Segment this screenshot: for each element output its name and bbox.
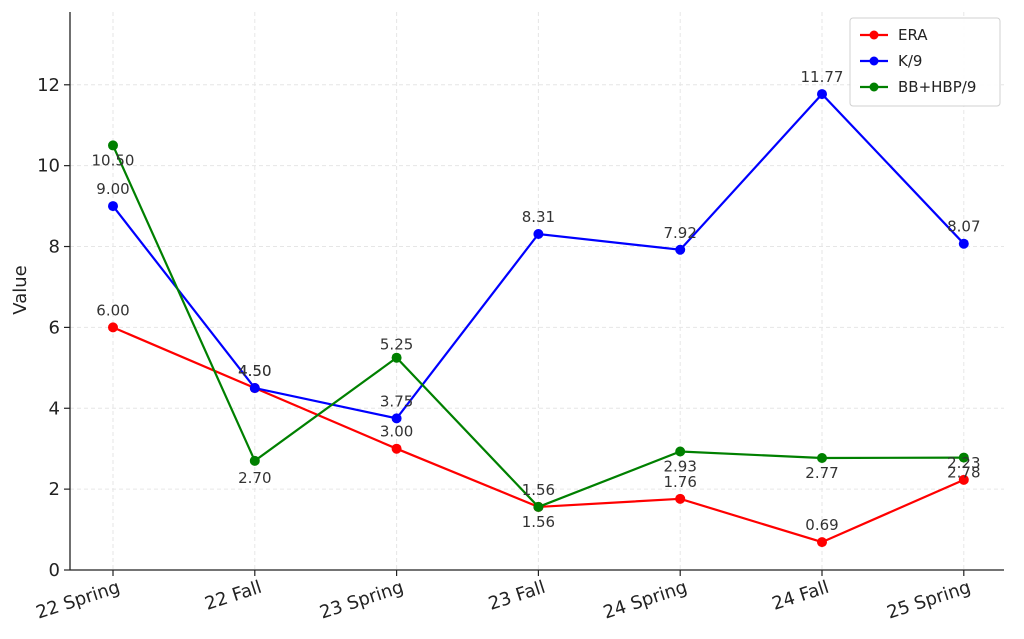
legend-label: ERA: [898, 26, 928, 44]
x-tick-label: 24 Fall: [770, 577, 832, 615]
data-label: 4.50: [238, 362, 271, 380]
data-point: [108, 201, 118, 212]
data-label: 11.77: [801, 68, 844, 86]
series-line-bb-hbp-9: [111, 144, 964, 509]
data-label: 2.78: [947, 464, 980, 482]
data-point: [958, 474, 969, 485]
data-label: 2.23: [947, 454, 980, 472]
y-tick-label: 10: [37, 156, 60, 177]
data-label: 3.75: [380, 392, 413, 410]
data-point: [675, 493, 686, 504]
x-tick-label: 25 Spring: [884, 577, 973, 624]
grid: [70, 12, 1004, 571]
data-label: 9.00: [96, 180, 129, 198]
legend-marker: [869, 56, 879, 66]
data-label: 2.93: [663, 458, 696, 476]
data-point: [533, 501, 544, 512]
data-point: [108, 140, 118, 151]
data-label: 8.31: [522, 208, 555, 226]
data-point: [817, 452, 827, 463]
y-tick-label: 6: [49, 317, 60, 338]
data-label: 5.25: [380, 336, 413, 354]
x-tick-label: 23 Fall: [486, 577, 548, 615]
data-label: 7.92: [663, 224, 696, 242]
data-label: 3.00: [380, 423, 413, 441]
x-tick-label: 22 Fall: [202, 577, 264, 615]
data-point: [391, 443, 402, 454]
data-label: 1.56: [522, 481, 555, 499]
data-label: 2.70: [238, 469, 271, 487]
data-label: 1.56: [522, 513, 555, 531]
data-label: 4.50: [238, 362, 271, 380]
series-lines: [108, 89, 969, 548]
y-tick-label: 12: [37, 75, 60, 96]
legend-box: [849, 17, 1001, 107]
data-point: [958, 452, 969, 463]
y-tick-label: 2: [49, 479, 60, 500]
legend-label: BB+HBP/9: [898, 78, 976, 96]
x-tick-label: 23 Spring: [317, 577, 406, 624]
data-point: [249, 383, 260, 394]
x-tick-label: 24 Spring: [601, 577, 690, 624]
data-label: 0.69: [805, 516, 838, 534]
data-point: [391, 413, 402, 424]
data-point: [108, 322, 118, 333]
legend-label: K/9: [898, 52, 922, 70]
data-point: [675, 446, 686, 457]
y-tick-label: 4: [49, 398, 60, 419]
legend-marker: [869, 30, 879, 40]
data-point: [958, 238, 969, 249]
data-point: [391, 352, 402, 363]
data-labels: 6.004.503.001.56 1.760.692.239.004.503.75…: [92, 68, 981, 534]
data-label: 8.07: [947, 218, 980, 236]
x-tick-label: 22 Spring: [34, 577, 123, 624]
data-point: [817, 537, 827, 548]
data-point: [675, 244, 686, 255]
data-label: 10.50: [92, 151, 135, 169]
data-point: [249, 455, 260, 466]
legend-marker: [869, 82, 879, 92]
data-point: [533, 228, 544, 239]
y-tick-label: 8: [49, 237, 60, 258]
data-point: [817, 89, 827, 100]
data-label: 6.00: [96, 301, 129, 319]
legend: ERA K/9 BB+HBP/9: [849, 17, 1001, 107]
data-label: 1.76: [663, 473, 696, 491]
y-axis-title: Value: [10, 265, 31, 314]
data-label: 2.77: [805, 464, 838, 482]
y-tick-label: 0: [49, 560, 60, 581]
